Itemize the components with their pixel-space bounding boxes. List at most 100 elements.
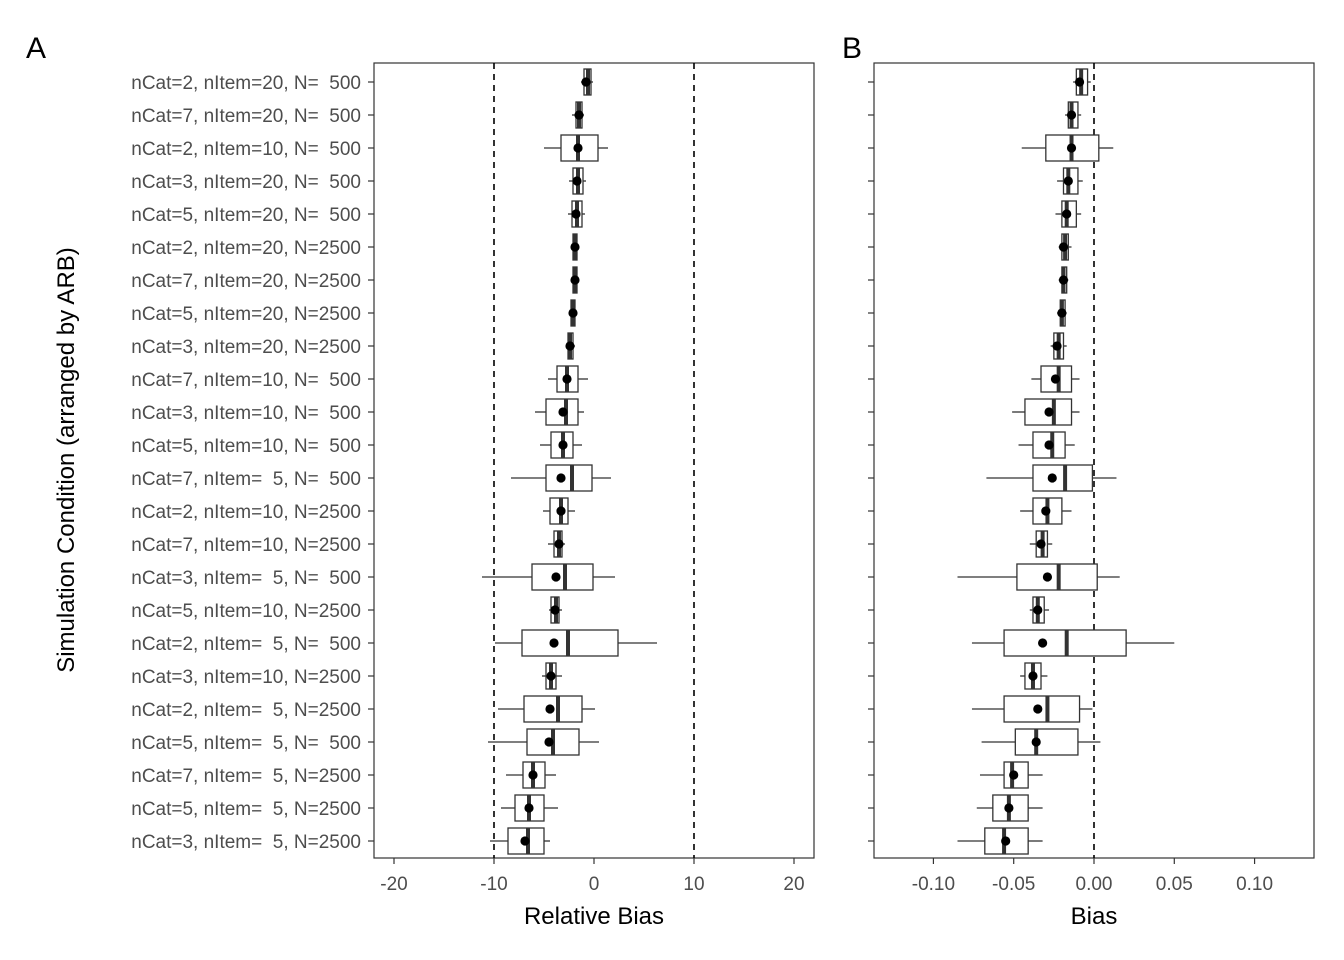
panel-a-tag: A bbox=[26, 32, 46, 65]
box-5 bbox=[1055, 200, 1082, 228]
mean-point bbox=[1041, 506, 1051, 516]
box-15 bbox=[1029, 530, 1053, 558]
condition-labels: nCat=2, nItem=20, N= 500 nCat=7, nItem=20… bbox=[131, 73, 361, 853]
panel-b-plot: -0.10 -0.05 0.00 0.05 0.10 bbox=[868, 62, 1315, 895]
box-21 bbox=[981, 728, 1101, 756]
box-17 bbox=[549, 596, 562, 624]
panel-b: B -0.10 -0.05 0.00 0.05 0.10 Bias bbox=[842, 32, 1315, 930]
box-23 bbox=[976, 794, 1043, 822]
iqr-box bbox=[545, 464, 593, 492]
x-tick-label: 0.10 bbox=[1236, 874, 1273, 895]
box-21 bbox=[488, 728, 599, 756]
condition-label: nCat=2, nItem=10, N= 500 bbox=[131, 139, 361, 160]
mean-point bbox=[565, 341, 575, 351]
mean-point bbox=[1004, 803, 1014, 813]
x-tick-label: 0.05 bbox=[1156, 874, 1193, 895]
mean-point bbox=[528, 770, 538, 780]
box-23 bbox=[501, 794, 558, 822]
mean-point bbox=[1063, 176, 1073, 186]
mean-point bbox=[1057, 308, 1067, 318]
condition-label: nCat=3, nItem= 5, N=2500 bbox=[131, 832, 361, 853]
mean-point bbox=[1066, 110, 1077, 120]
condition-label: nCat=2, nItem= 5, N= 500 bbox=[131, 634, 361, 655]
condition-label: nCat=5, nItem=10, N=2500 bbox=[131, 601, 361, 622]
x-tick-label: 0.00 bbox=[1076, 874, 1113, 895]
mean-point bbox=[1058, 275, 1069, 285]
condition-label: nCat=2, nItem=10, N=2500 bbox=[131, 502, 361, 523]
condition-label: nCat=5, nItem=10, N= 500 bbox=[131, 436, 361, 457]
condition-label: nCat=5, nItem= 5, N=2500 bbox=[131, 799, 361, 820]
mean-point bbox=[570, 242, 580, 252]
box-17 bbox=[1029, 596, 1050, 624]
condition-label: nCat=2, nItem=20, N=2500 bbox=[131, 238, 361, 259]
panel-a-plot: -20 -10 0 10 20 bbox=[368, 62, 815, 895]
mean-point bbox=[556, 473, 566, 483]
condition-label: nCat=7, nItem= 5, N=2500 bbox=[131, 766, 361, 787]
mean-point bbox=[1058, 242, 1069, 252]
box-5 bbox=[568, 200, 585, 228]
x-tick-label: -0.05 bbox=[992, 874, 1035, 895]
condition-label: nCat=3, nItem=20, N= 500 bbox=[131, 172, 361, 193]
box-15 bbox=[548, 530, 565, 558]
mean-point bbox=[1050, 374, 1061, 384]
mean-point bbox=[546, 671, 556, 681]
x-tick-label: -0.10 bbox=[912, 874, 955, 895]
box-20 bbox=[971, 695, 1093, 723]
mean-point bbox=[574, 110, 584, 120]
box-16 bbox=[957, 563, 1120, 591]
panel-b-x-axis-title: Bias bbox=[1071, 903, 1118, 930]
box-7 bbox=[570, 266, 580, 294]
x-tick-label: -10 bbox=[480, 874, 507, 895]
condition-label: nCat=5, nItem=20, N=2500 bbox=[131, 304, 361, 325]
mean-point bbox=[1044, 407, 1054, 417]
box-9 bbox=[1050, 332, 1067, 360]
condition-label: nCat=2, nItem= 5, N=2500 bbox=[131, 700, 361, 721]
box-8 bbox=[568, 299, 578, 327]
y-axis-title: Simulation Condition (arranged by ARB) bbox=[53, 247, 80, 673]
box-18 bbox=[971, 629, 1175, 657]
iqr-box bbox=[1014, 728, 1079, 756]
mean-point bbox=[1028, 671, 1038, 681]
mean-point bbox=[520, 836, 530, 846]
mean-point bbox=[1033, 605, 1043, 615]
panel-a: A -20 -10 0 10 20 Relative Bias bbox=[26, 32, 815, 930]
x-tick-label: 20 bbox=[783, 874, 804, 895]
mean-point bbox=[1038, 638, 1048, 648]
mean-point bbox=[1001, 836, 1011, 846]
condition-label: nCat=7, nItem=20, N=2500 bbox=[131, 271, 361, 292]
condition-label: nCat=2, nItem=20, N= 500 bbox=[131, 73, 361, 94]
box-8 bbox=[1057, 299, 1067, 327]
x-tick-label: -20 bbox=[380, 874, 407, 895]
condition-label: nCat=3, nItem=10, N= 500 bbox=[131, 403, 361, 424]
condition-label: nCat=7, nItem=10, N= 500 bbox=[131, 370, 361, 391]
mean-point bbox=[1042, 572, 1053, 582]
mean-point bbox=[571, 209, 581, 219]
box-18 bbox=[495, 629, 657, 657]
box-13 bbox=[986, 464, 1117, 492]
box-16 bbox=[482, 563, 615, 591]
panel-b-tag: B bbox=[842, 32, 862, 65]
mean-point bbox=[568, 308, 578, 318]
mean-point bbox=[550, 605, 560, 615]
box-12 bbox=[1018, 431, 1075, 459]
box-1 bbox=[1073, 68, 1091, 96]
box-4 bbox=[1057, 167, 1083, 195]
mean-point bbox=[1033, 704, 1043, 714]
condition-label: nCat=5, nItem= 5, N= 500 bbox=[131, 733, 361, 754]
box-10 bbox=[548, 365, 588, 393]
mean-point bbox=[1062, 209, 1072, 219]
condition-label: nCat=7, nItem=10, N=2500 bbox=[131, 535, 361, 556]
mean-point bbox=[556, 506, 566, 516]
box-6 bbox=[570, 233, 580, 261]
condition-label: nCat=7, nItem=20, N= 500 bbox=[131, 106, 361, 127]
box-6 bbox=[1058, 233, 1072, 261]
iqr-box bbox=[1003, 695, 1081, 723]
mean-point bbox=[573, 143, 583, 153]
box-2 bbox=[572, 101, 584, 129]
mean-point bbox=[1052, 341, 1062, 351]
mean-point bbox=[570, 275, 580, 285]
mean-point bbox=[551, 572, 561, 582]
condition-label: nCat=7, nItem= 5, N= 500 bbox=[131, 469, 361, 490]
